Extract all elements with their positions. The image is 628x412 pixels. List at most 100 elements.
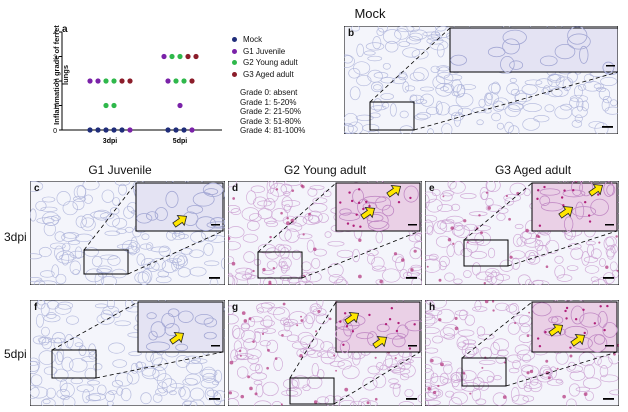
micrograph-panel-c [30, 181, 225, 285]
alveolus [281, 196, 293, 211]
stain-dot [247, 375, 251, 379]
alveolus [112, 197, 120, 206]
alveolus [510, 386, 520, 402]
alveolus [435, 100, 443, 116]
stain-dot [268, 282, 272, 285]
alveolus [382, 29, 402, 44]
stain-dot [366, 401, 370, 405]
alveolus [141, 233, 150, 241]
alveolus [171, 231, 186, 241]
alveolus [283, 203, 291, 213]
alveolus [124, 300, 134, 310]
zoom-connector [333, 351, 421, 405]
inset-alveolus [567, 33, 591, 50]
alveolus [253, 400, 272, 406]
alveolus [37, 336, 53, 344]
stain-dot [286, 217, 289, 220]
inset-stain-dot [395, 329, 399, 333]
inset-alveolus [136, 213, 153, 224]
alveolus [111, 380, 123, 388]
inset-stain-dot [582, 308, 585, 311]
stain-dot [491, 300, 495, 303]
alveolus [324, 231, 332, 238]
stain-dot [240, 394, 245, 399]
alveolus [152, 393, 163, 403]
alveolus [425, 391, 437, 401]
alveolus [344, 123, 354, 134]
inset-stain-dot [390, 306, 394, 310]
stain-dot [483, 282, 486, 285]
alveolus [425, 381, 432, 394]
alveolus [539, 364, 552, 378]
alveolus [40, 303, 50, 317]
stain-dot [252, 269, 255, 273]
stain-dot [452, 242, 455, 245]
zoom-connector [83, 182, 137, 251]
data-point [169, 53, 175, 60]
alveolus [603, 236, 615, 251]
inset-stain-dot [588, 220, 592, 223]
stain-dot [290, 218, 295, 223]
alveolus [262, 327, 276, 334]
alveolus [250, 185, 266, 193]
inset-alveolus [161, 312, 175, 329]
alveolus [207, 235, 225, 243]
alveolus [288, 311, 308, 324]
alveolus [367, 69, 383, 83]
stain-dot [525, 228, 529, 233]
data-point [87, 78, 93, 84]
alveolus [427, 33, 442, 41]
stain-dot [262, 267, 266, 272]
alveolus [228, 205, 241, 213]
alveolus [437, 308, 455, 324]
alveolus [266, 181, 275, 194]
yellow-arrow-icon [172, 215, 188, 228]
alveolus [356, 43, 365, 58]
alveolus [180, 247, 193, 255]
stain-dot [274, 357, 278, 360]
inset-stain-dot [342, 343, 345, 346]
alveolus [136, 253, 146, 266]
alveolus [453, 240, 464, 256]
inset-stain-dot [365, 200, 368, 204]
alveolus [430, 372, 439, 384]
alveolus [583, 81, 602, 92]
alveolus [435, 82, 453, 97]
inset-stain-dot [562, 204, 565, 207]
alveolus [279, 228, 292, 242]
alveolus [335, 276, 347, 285]
alveolus [32, 335, 47, 345]
stain-dot [481, 366, 484, 369]
alveolus [575, 386, 591, 392]
inset-alveolus [590, 198, 609, 216]
alveolus [199, 369, 218, 378]
alveolus [476, 119, 484, 126]
alveolus [451, 91, 460, 97]
alveolus [257, 200, 272, 207]
panel-letter-g: g [232, 302, 239, 313]
alveolus [373, 98, 383, 112]
alveolus [30, 357, 41, 372]
alveolus [583, 256, 598, 263]
inset-alveolus [404, 319, 422, 332]
alveolus [30, 276, 43, 283]
grade-legend-item: Grade 2: 21-50% [240, 107, 301, 116]
alveolus [584, 391, 594, 402]
stain-dot [313, 400, 318, 404]
alveolus [206, 389, 219, 398]
inset-stain-dot [355, 213, 358, 216]
inset-stain-dot [569, 346, 572, 349]
alveolus [375, 279, 385, 285]
alveolus [367, 253, 375, 265]
yellow-arrow-icon [558, 206, 574, 219]
inset-alveolus [539, 188, 561, 196]
data-point [111, 127, 117, 133]
alveolus [240, 322, 250, 332]
alveolus [30, 181, 44, 192]
alveolus [39, 270, 55, 278]
zoom-connector [463, 182, 533, 241]
alveolus [583, 364, 596, 379]
inset-scale-bar [211, 224, 220, 226]
alveolus [84, 247, 99, 257]
alveolus [278, 261, 286, 268]
